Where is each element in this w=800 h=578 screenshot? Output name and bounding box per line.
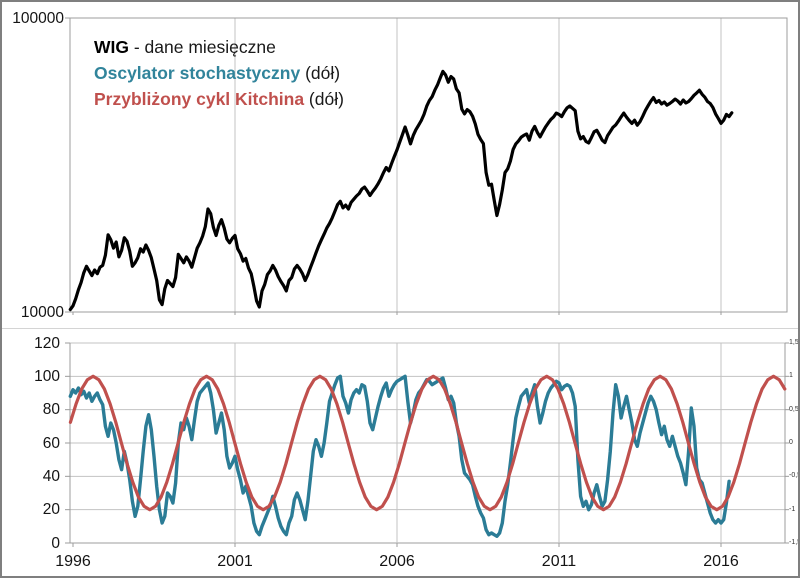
x-tick-label: 2011	[541, 553, 577, 570]
right-y-tick-label: 1,5	[789, 339, 799, 346]
right-y-tick-label: -0,5	[789, 472, 800, 479]
legend-item-wig: WIG - dane miesięczne	[94, 34, 344, 60]
bottom-y-tick-label: 100	[34, 368, 60, 385]
legend-item-stochastic: Oscylator stochastyczny (dół)	[94, 60, 344, 86]
legend-series-suffix: (dół)	[300, 63, 341, 83]
bottom-y-tick-label: 20	[42, 501, 60, 518]
kitchin-line	[68, 374, 787, 512]
top-y-tick-label: 100000	[12, 10, 64, 27]
legend-series-suffix: (dół)	[304, 89, 344, 109]
legend-series-name: Oscylator stochastyczny	[94, 63, 301, 83]
x-tick-label: 2016	[703, 553, 739, 570]
right-y-tick-label: 0	[789, 439, 793, 446]
top-y-tick-label: 10000	[20, 304, 64, 321]
right-y-tick-label: 1	[789, 372, 793, 379]
panel-divider	[2, 328, 798, 329]
right-y-tick-label: 0,5	[789, 406, 799, 413]
legend-item-kitchin: Przybliżony cykl Kitchina (dół)	[94, 86, 344, 112]
legend-series-name: Przybliżony cykl Kitchina	[94, 89, 305, 109]
right-y-tick-label: -1,5	[789, 539, 800, 546]
legend: WIG - dane miesięczne Oscylator stochast…	[94, 34, 344, 112]
wig-line	[68, 69, 734, 312]
x-tick-label: 1996	[55, 553, 91, 570]
bottom-y-tick-label: 120	[34, 335, 60, 352]
x-tick-label: 2006	[379, 553, 415, 570]
bottom-y-tick-label: 80	[42, 401, 60, 418]
bottom-y-tick-label: 40	[42, 468, 60, 485]
x-tick-label: 2001	[217, 553, 253, 570]
stochastic-line	[68, 374, 731, 538]
bottom-y-tick-label: 0	[51, 535, 60, 552]
legend-series-suffix: - dane miesięczne	[129, 37, 276, 57]
legend-series-name: WIG	[94, 37, 129, 57]
bottom-y-tick-label: 60	[42, 435, 60, 452]
right-y-tick-label: -1	[789, 506, 796, 513]
